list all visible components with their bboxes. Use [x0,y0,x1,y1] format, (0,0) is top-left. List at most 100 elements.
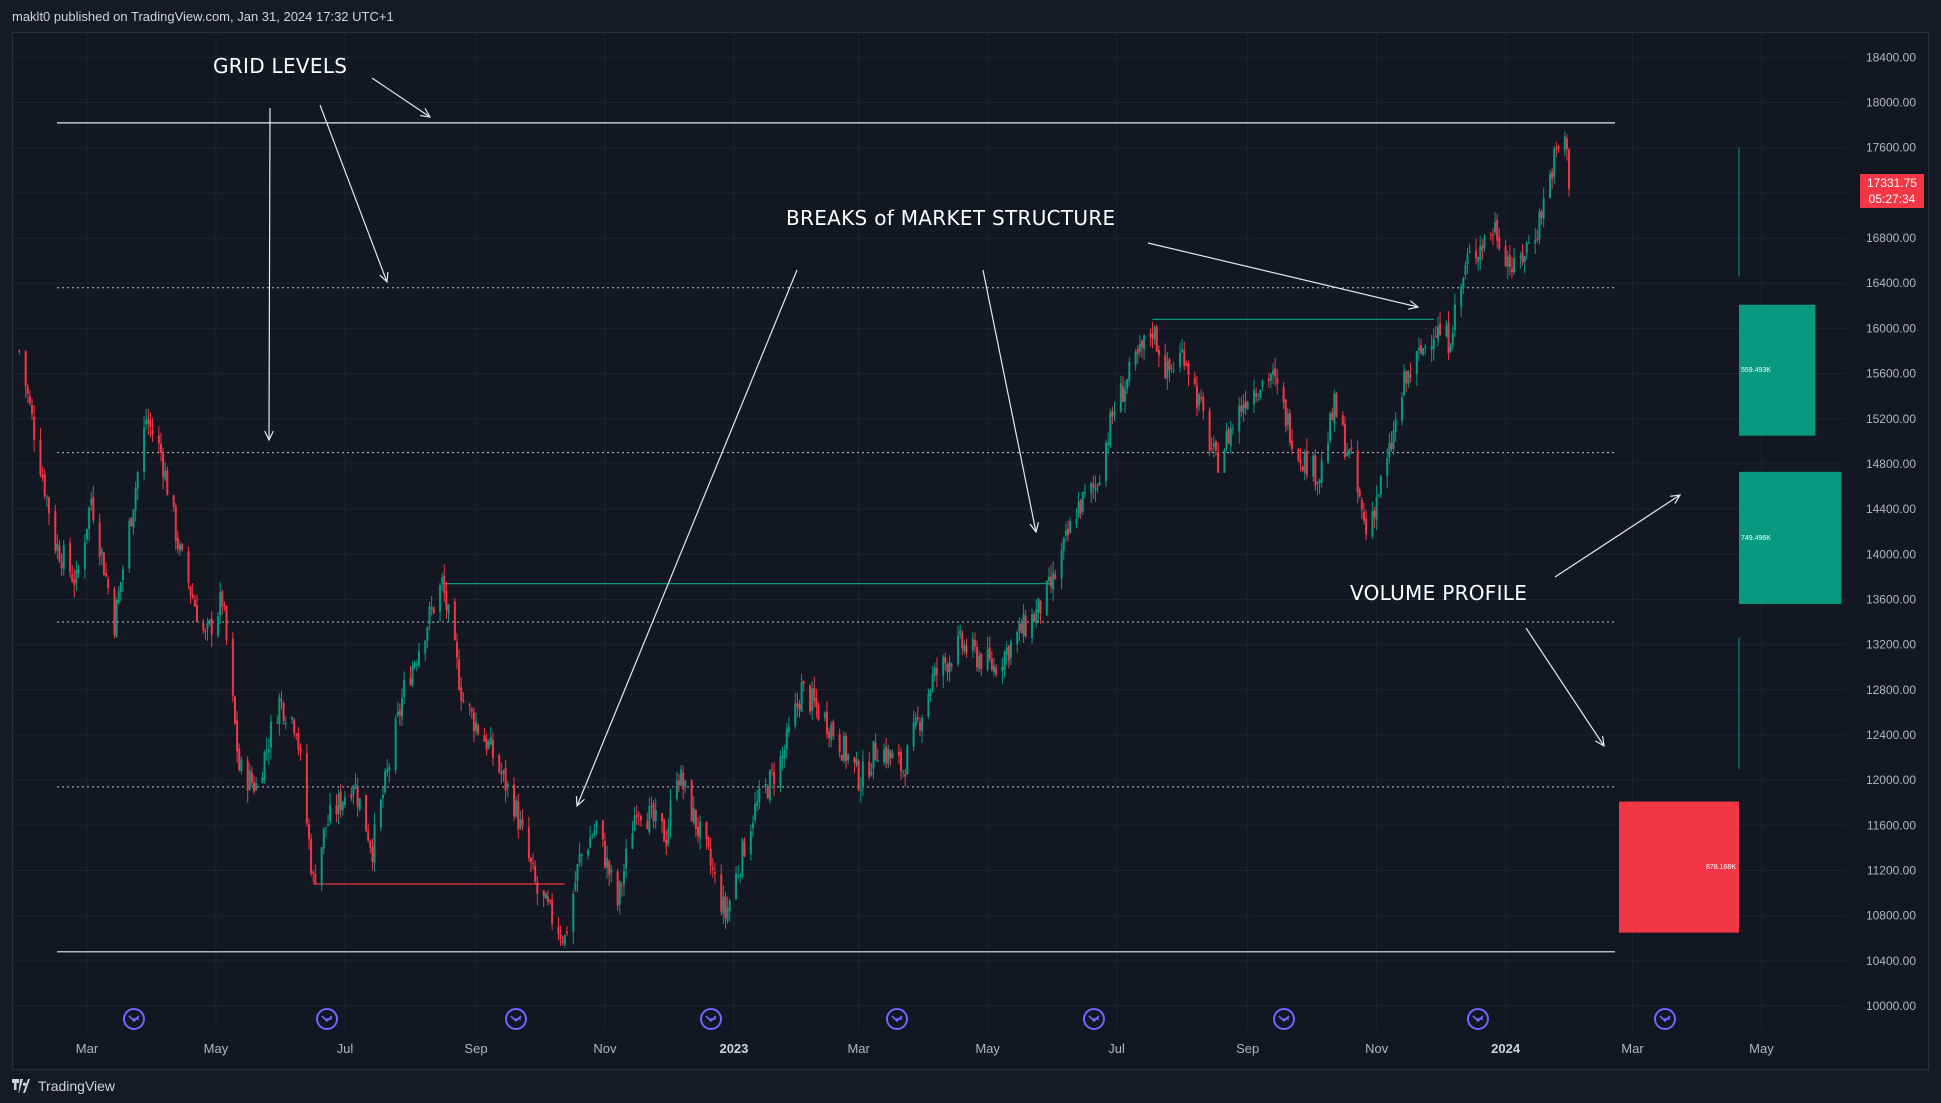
annotation-arrow [268,107,271,441]
event-marker-icon[interactable] [1273,1008,1295,1030]
candle-body [1020,623,1023,634]
candle-body [176,538,179,549]
candle-body [100,549,103,555]
candle-body [1291,441,1294,449]
annotation-arrow-head [1029,522,1040,534]
candle-body [751,822,754,829]
candle-body [379,799,382,828]
candle-body [276,722,279,724]
annotation-arrow [1525,627,1605,747]
candle-body [536,881,539,894]
candle-body [680,769,683,786]
event-marker-icon[interactable] [123,1008,145,1030]
candle-body [88,507,91,530]
candle-body [69,543,72,573]
event-marker-glyph [510,1015,522,1023]
candle-body [1350,447,1353,450]
candle-body [1229,428,1232,447]
candle-body [904,774,907,777]
chart-area[interactable] [12,32,1929,1070]
candle-body [335,805,338,814]
candle-body [291,717,294,720]
candle-body [591,836,594,838]
candle-body [1477,257,1480,262]
candle-body [1054,574,1057,579]
tradingview-logo[interactable]: TradingView [10,1078,115,1094]
candle-body [1018,623,1021,632]
bar-countdown: 05:27:34 [1868,192,1916,206]
event-marker-icon[interactable] [1654,1008,1676,1030]
y-tick-label: 16400.00 [1866,276,1916,290]
candle-body [1536,238,1539,240]
candle-body [388,766,391,771]
event-marker-glyph [128,1015,140,1023]
event-marker-icon[interactable] [700,1008,722,1030]
candle-body [250,772,253,783]
x-tick-label: May [975,1041,1000,1056]
event-marker-glyph [705,1015,717,1023]
candle-body [1039,600,1042,614]
candle-body [1358,490,1361,497]
candle-body [709,848,712,866]
candle-body [1299,460,1302,464]
volume-profile-label: 749.496K [1741,535,1771,542]
candle-body [62,545,65,570]
candle-body [1231,428,1234,430]
volume-profile-label: 559.493K [1741,367,1771,374]
candle-body [623,871,625,885]
candle-body [314,873,317,885]
published-info: maklt0 published on TradingView.com, Jan… [12,9,394,24]
candle-body [206,622,209,630]
candle-body [646,821,649,830]
candle-body [77,568,80,574]
candle-body [261,777,264,784]
candle-body [1172,370,1175,372]
candle-body [1445,325,1448,337]
event-marker-glyph [891,1015,903,1023]
candle-body [136,472,139,489]
candle-body [1282,387,1285,403]
price-chart[interactable]: 559.493K 749.496K 878.168K 18400.00 18000.0… [0,0,1941,1070]
event-marker-icon[interactable] [886,1008,908,1030]
candle-body [1166,361,1169,378]
candle-body [785,728,788,750]
candle-body [191,594,194,598]
candle-body [1031,614,1034,638]
candle-body [608,860,611,875]
event-marker-icon[interactable] [1467,1008,1489,1030]
candle-body [1434,335,1437,338]
candle-body [98,522,101,557]
candle-body [293,719,296,734]
candle-body [1379,476,1382,495]
candle-body [794,703,797,727]
candle-body [809,685,812,712]
candle-body [1565,138,1568,150]
event-marker-glyph [1278,1015,1290,1023]
event-marker-icon[interactable] [316,1008,338,1030]
candle-body [278,697,281,724]
candle-body [455,641,458,658]
annotation-arrow-head [1595,736,1605,748]
candle-body [113,589,116,635]
event-marker-icon[interactable] [1083,1008,1105,1030]
candle-body [1415,351,1418,374]
candle-body [1050,576,1053,587]
candle-body [310,838,313,874]
candle-body [373,824,376,864]
candle-body [517,801,520,830]
candle-body [1436,326,1439,340]
candle-body [1422,348,1425,355]
candle-body [648,805,651,833]
candle-body [253,782,256,792]
y-tick-label: 10000.00 [1866,999,1916,1013]
candle-body [413,663,416,668]
candle-body [487,741,490,748]
event-marker-icon[interactable] [505,1008,527,1030]
candle-body [830,724,833,741]
y-tick-label: 11600.00 [1867,818,1916,832]
x-tick-label: Nov [1365,1041,1389,1056]
candle-body [1246,402,1249,410]
candle-body [1331,412,1334,421]
candle-body [472,712,475,732]
event-marker-glyph [1659,1015,1671,1023]
